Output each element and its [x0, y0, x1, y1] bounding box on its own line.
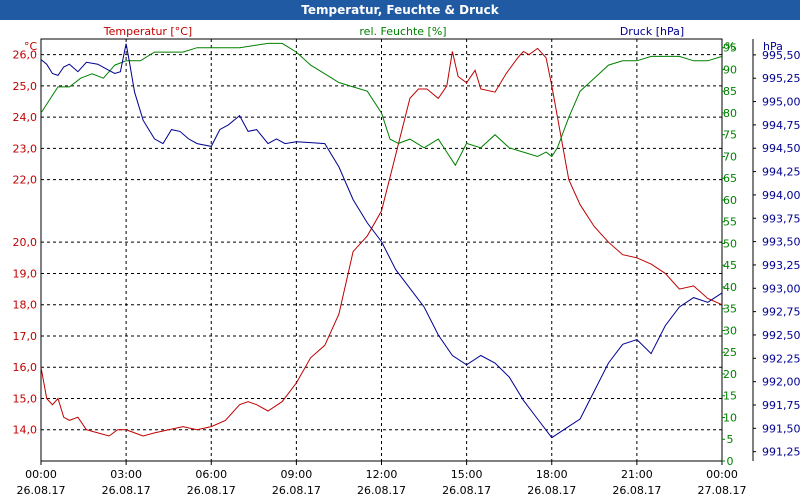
temperature-tick-label: 18,0: [13, 299, 38, 312]
x-tick-time: 00:00: [25, 468, 57, 481]
temperature-tick-label: 19,0: [13, 267, 38, 280]
pressure-tick-label: 995,25: [762, 72, 800, 85]
temperature-tick-label: 20,0: [13, 236, 38, 249]
humidity-tick-label: 35: [723, 303, 737, 316]
temperature-tick-label: 25,0: [13, 80, 38, 93]
humidity-tick-label: 0: [727, 455, 734, 468]
series-line-pressure: [40, 43, 723, 439]
pressure-tick-label: 995,00: [762, 96, 800, 109]
series-line-humidity: [40, 42, 723, 167]
humidity-tick-label: 55: [723, 216, 737, 229]
x-tick-date: 26.08.17: [17, 484, 66, 497]
temperature-tick-label: 17,0: [13, 330, 38, 343]
chart-title: Temperatur, Feuchte & Druck: [0, 0, 800, 20]
series-line-temperature: [40, 47, 723, 437]
humidity-unit-label: %: [725, 40, 735, 53]
temperature-tick-label: 24,0: [13, 111, 38, 124]
x-tick-date: 26.08.17: [187, 484, 236, 497]
x-tick-time: 21:00: [621, 468, 653, 481]
pressure-tick-label: 991,75: [762, 399, 800, 412]
x-tick-time: 18:00: [536, 468, 568, 481]
humidity-tick-label: 45: [723, 259, 737, 272]
x-tick-date: 26.08.17: [527, 484, 576, 497]
humidity-tick-label: 75: [723, 129, 737, 142]
x-tick-time: 03:00: [110, 468, 142, 481]
humidity-tick-label: 95: [723, 42, 737, 55]
humidity-tick-label: 40: [723, 281, 737, 294]
pressure-tick-label: 993,75: [762, 212, 800, 225]
temperature-tick-label: 22,0: [13, 174, 38, 187]
temperature-unit-label: °C: [24, 40, 38, 53]
pressure-tick-label: 994,75: [762, 119, 800, 132]
pressure-tick-label: 992,75: [762, 306, 800, 319]
humidity-tick-label: 60: [723, 194, 737, 207]
humidity-tick-label: 25: [723, 346, 737, 359]
humidity-tick-label: 65: [723, 172, 737, 185]
pressure-tick-label: 994,25: [762, 166, 800, 179]
x-tick-time: 09:00: [281, 468, 313, 481]
legend-temperature: Temperatur [°C]: [103, 25, 192, 38]
humidity-tick-label: 5: [727, 433, 734, 446]
humidity-tick-label: 90: [723, 63, 737, 76]
pressure-tick-label: 993,50: [762, 236, 800, 249]
x-tick-time: 12:00: [366, 468, 398, 481]
humidity-tick-label: 10: [723, 411, 737, 424]
temperature-tick-label: 14,0: [13, 424, 38, 437]
pressure-tick-label: 993,00: [762, 282, 800, 295]
pressure-unit-label: hPa: [763, 40, 783, 53]
temperature-tick-label: 23,0: [13, 142, 38, 155]
humidity-tick-label: 50: [723, 237, 737, 250]
pressure-tick-label: 993,25: [762, 259, 800, 272]
pressure-tick-label: 991,50: [762, 422, 800, 435]
pressure-tick-label: 994,50: [762, 142, 800, 155]
pressure-tick-label: 994,00: [762, 189, 800, 202]
x-tick-time: 06:00: [195, 468, 227, 481]
pressure-tick-label: 992,50: [762, 329, 800, 342]
pressure-tick-label: 995,50: [762, 49, 800, 62]
humidity-tick-label: 70: [723, 150, 737, 163]
legend-humidity: rel. Feuchte [%]: [359, 25, 446, 38]
humidity-tick-label: 85: [723, 85, 737, 98]
x-tick-date: 26.08.17: [442, 484, 491, 497]
humidity-tick-label: 30: [723, 324, 737, 337]
temperature-tick-label: 16,0: [13, 361, 38, 374]
legend-pressure: Druck [hPa]: [620, 25, 684, 38]
temperature-tick-label: 26,0: [13, 49, 38, 62]
pressure-tick-label: 991,25: [762, 446, 800, 459]
x-tick-time: 15:00: [451, 468, 483, 481]
x-tick-date: 26.08.17: [357, 484, 406, 497]
temperature-tick-label: 15,0: [13, 392, 38, 405]
humidity-tick-label: 80: [723, 107, 737, 120]
x-tick-date: 27.08.17: [698, 484, 747, 497]
pressure-tick-label: 992,00: [762, 376, 800, 389]
humidity-tick-label: 20: [723, 368, 737, 381]
x-tick-date: 26.08.17: [102, 484, 151, 497]
pressure-tick-label: 992,25: [762, 352, 800, 365]
x-tick-date: 26.08.17: [612, 484, 661, 497]
humidity-tick-label: 15: [723, 390, 737, 403]
x-tick-date: 26.08.17: [272, 484, 321, 497]
x-tick-time: 00:00: [706, 468, 738, 481]
